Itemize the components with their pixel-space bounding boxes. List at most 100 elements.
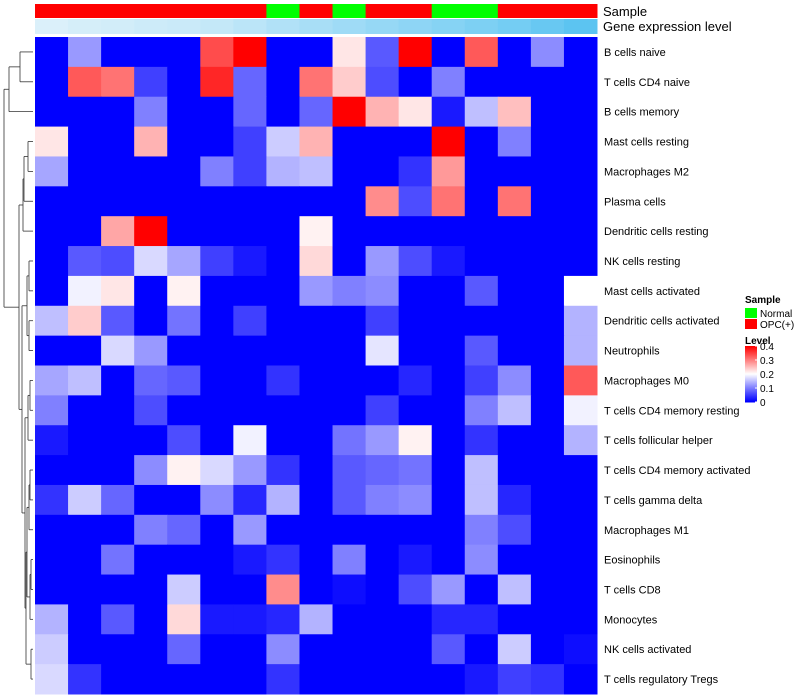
level-legend-gradient — [745, 348, 757, 350]
heatmap-cell — [101, 37, 135, 68]
heatmap-cell — [365, 484, 400, 516]
heatmap-cell — [431, 305, 466, 337]
heatmap-cell — [68, 365, 102, 396]
heatmap-cell — [464, 604, 499, 635]
heatmap-cell — [233, 216, 267, 247]
heatmap-cell — [134, 634, 168, 665]
heatmap-cell — [266, 156, 300, 187]
heatmap-cell — [101, 544, 135, 576]
heatmap-cell — [134, 37, 168, 68]
heatmap-cell — [35, 156, 69, 187]
heatmap-cell — [563, 186, 598, 217]
heatmap-cell — [299, 484, 334, 516]
heatmap-cell — [530, 305, 565, 337]
heatmap-cell — [266, 216, 300, 247]
heatmap-cell — [101, 574, 135, 605]
level-legend-gradient — [745, 351, 757, 353]
heatmap-cell — [497, 514, 532, 546]
heatmap-cell — [431, 275, 466, 307]
heatmap-cell — [35, 335, 69, 366]
heatmap-cell — [299, 544, 334, 576]
level-legend-gradient — [745, 397, 757, 399]
heatmap-cell — [35, 634, 69, 665]
heatmap-cell — [398, 544, 433, 576]
heatmap-cell — [332, 365, 367, 396]
heatmap-cell — [332, 634, 367, 665]
heatmap-cell — [563, 335, 598, 366]
heatmap-cell — [464, 634, 499, 665]
heatmap-cell — [431, 96, 466, 128]
level-legend-gradient — [745, 399, 757, 401]
heatmap-cell — [200, 216, 234, 247]
heatmap-cell — [497, 305, 532, 337]
heatmap-cell — [497, 335, 532, 366]
heatmap-cell — [266, 66, 300, 98]
sample-legend-title: Sample — [745, 295, 781, 306]
heatmap-cell — [563, 216, 598, 247]
level-legend-tick-label: 0.1 — [760, 384, 774, 395]
heatmap-cell — [68, 425, 102, 456]
heatmap-cell — [266, 634, 300, 665]
heatmap-cell — [365, 96, 400, 128]
heatmap-cell — [332, 216, 367, 247]
row-label: Eosinophils — [604, 555, 661, 567]
heatmap-cell — [431, 37, 466, 68]
heatmap-cell — [266, 514, 300, 546]
heatmap-cell — [530, 425, 565, 456]
level-legend-gradient — [745, 387, 757, 389]
sample-annotation-cell — [101, 4, 135, 18]
heatmap-cell — [563, 544, 598, 576]
level-legend-gradient — [745, 398, 757, 400]
heatmap-cell — [332, 156, 367, 187]
heatmap-cell — [497, 484, 532, 516]
heatmap-cell — [497, 96, 532, 128]
heatmap-cell — [530, 664, 565, 695]
heatmap-cell — [167, 604, 201, 635]
heatmap-cell — [464, 275, 499, 307]
heatmap-cell — [233, 305, 267, 337]
heatmap-cell — [233, 37, 267, 68]
row-label: NK cells resting — [604, 256, 680, 268]
level-legend-gradient — [745, 362, 757, 364]
level-legend-gradient — [745, 391, 757, 393]
heatmap-cell — [365, 425, 400, 456]
heatmap-cell — [167, 216, 201, 247]
heatmap-cell — [365, 275, 400, 307]
heatmap-cell — [134, 484, 168, 516]
heatmap-cell — [365, 455, 400, 486]
level-legend-gradient — [745, 375, 757, 377]
heatmap-cell — [35, 126, 69, 157]
heatmap-cell — [332, 425, 367, 456]
heatmap-cell — [299, 156, 334, 187]
expression-annotation-cell — [365, 19, 400, 34]
heatmap-cell — [101, 395, 135, 426]
sample-annotation-cell — [200, 4, 234, 18]
level-legend-gradient — [745, 366, 757, 368]
heatmap-cell — [563, 604, 598, 635]
heatmap-cell — [299, 96, 334, 128]
heatmap-cell — [563, 455, 598, 486]
heatmap-cell — [167, 514, 201, 546]
heatmap-cell — [68, 246, 102, 277]
heatmap-cell — [68, 604, 102, 635]
heatmap-cell — [398, 365, 433, 396]
heatmap-cell — [332, 305, 367, 337]
heatmap-cell — [200, 66, 234, 98]
sample-annotation-cell — [431, 4, 466, 18]
heatmap-cell — [497, 574, 532, 605]
heatmap-cell — [464, 96, 499, 128]
row-label: B cells naive — [604, 47, 666, 59]
heatmap-cell — [365, 186, 400, 217]
heatmap-cell — [332, 126, 367, 157]
heatmap-cell — [563, 425, 598, 456]
sample-annotation-label: Sample — [603, 4, 647, 19]
heatmap-cell — [365, 37, 400, 68]
heatmap-cell — [464, 664, 499, 695]
heatmap-cell — [35, 484, 69, 516]
heatmap-cell — [431, 425, 466, 456]
heatmap-cell — [134, 514, 168, 546]
heatmap-cell — [266, 425, 300, 456]
heatmap-cell — [332, 335, 367, 366]
heatmap-cell — [563, 664, 598, 695]
